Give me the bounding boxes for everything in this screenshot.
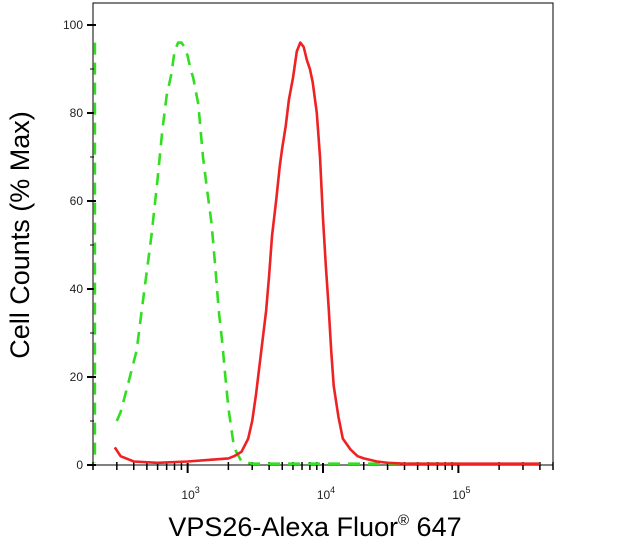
y-tick-label: 100 xyxy=(63,18,83,32)
y-axis-ticks: 0 20 40 60 80 100 xyxy=(63,18,96,472)
x-tick-label: 103 xyxy=(181,485,199,502)
series-layer xyxy=(93,41,540,465)
x-axis-ticks: 103 104 105 xyxy=(92,462,554,502)
x-axis-title-superscript: ® xyxy=(398,512,409,529)
y-tick-label: 0 xyxy=(76,458,83,472)
x-axis-title-suffix: 647 xyxy=(409,512,462,542)
x-tick-label: 104 xyxy=(317,485,335,502)
x-axis-title: VPS26-Alexa Fluor® 647 xyxy=(168,512,461,542)
y-tick-label: 80 xyxy=(70,106,84,120)
x-tick-label: 105 xyxy=(452,485,470,502)
control-histogram-line xyxy=(115,41,459,465)
x-axis-title-main: VPS26-Alexa Fluor xyxy=(168,512,398,542)
y-tick-label: 20 xyxy=(70,370,84,384)
y-axis-title: Cell Counts (% Max) xyxy=(5,111,35,359)
y-tick-label: 40 xyxy=(70,282,84,296)
y-tick-label: 60 xyxy=(70,194,84,208)
sample-histogram-line xyxy=(113,41,540,465)
